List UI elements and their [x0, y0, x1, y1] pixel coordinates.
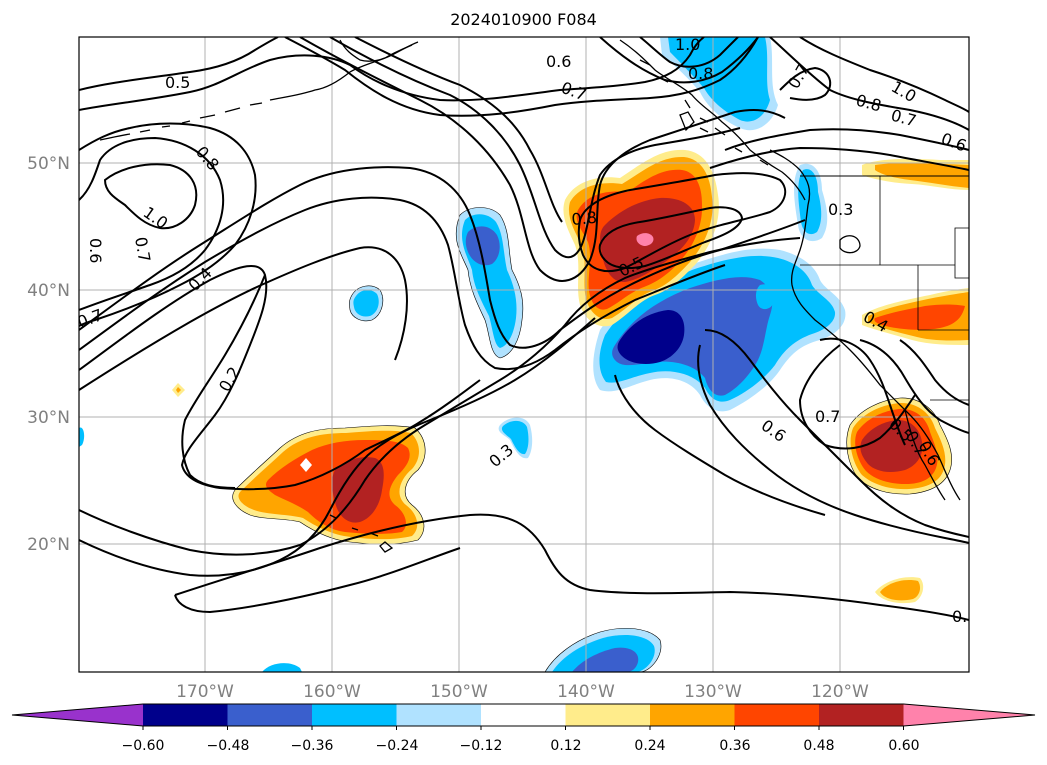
colorbar-tick-label: 0.12 — [550, 738, 581, 754]
contour-label: 0.8 — [571, 208, 598, 229]
map-area — [79, 37, 969, 672]
contour-label: 0.6 — [86, 238, 105, 263]
lat-label-40n: 40°N — [27, 281, 70, 301]
contour-label: 0.8 — [688, 64, 713, 83]
contour-lines — [79, 37, 969, 621]
positive-anomaly-shading — [172, 149, 969, 604]
colorbar-ticks: −0.60 −0.48 −0.36 −0.24 −0.12 0.12 0.24 … — [122, 738, 920, 754]
colorbar-swatch — [312, 704, 397, 726]
map-frame — [78, 36, 970, 673]
colorbar-extend-max — [903, 704, 1035, 726]
colorbar-extend-min — [12, 704, 143, 726]
lon-label-140w: 140°W — [557, 682, 615, 702]
map-content: 0.5 0.6 0.7 1.0 0.8 0.7 1.0 0.8 0.7 0.6 … — [79, 35, 969, 672]
colorbar-tick-label: −0.12 — [460, 738, 503, 754]
colorbar-tick-label: −0.24 — [376, 738, 419, 754]
lon-label-170w: 170°W — [176, 682, 234, 702]
colorbar-tick-label: 0.48 — [803, 738, 834, 754]
contour-label: 0.5 — [165, 73, 190, 92]
colorbar-swatch — [734, 704, 820, 726]
lon-label-130w: 130°W — [684, 682, 742, 702]
colorbar-swatch — [565, 704, 651, 726]
colorbar-swatch — [143, 704, 228, 726]
contour-label: 0.7 — [815, 407, 840, 426]
colorbar-swatch — [650, 704, 735, 726]
colorbar — [11, 703, 1036, 730]
colorbar-swatch — [481, 704, 566, 726]
latitude-labels: 50°N 40°N 30°N 20°N — [27, 154, 70, 555]
colorbar-tick-label: 0.36 — [719, 738, 750, 754]
contour-label: 0.6 — [546, 52, 571, 71]
colorbar-tick-label: −0.60 — [122, 738, 165, 754]
lon-label-120w: 120°W — [811, 682, 869, 702]
lat-label-30n: 30°N — [27, 408, 70, 428]
lat-label-50n: 50°N — [27, 154, 70, 174]
lon-label-160w: 160°W — [303, 682, 361, 702]
colorbar-swatch — [819, 704, 904, 726]
colorbar-swatch — [227, 704, 313, 726]
colorbar-tick-label: −0.48 — [207, 738, 250, 754]
coastlines — [99, 39, 969, 553]
colorbar-swatch — [396, 704, 482, 726]
colorbar-tick-label: −0.36 — [291, 738, 334, 754]
colorbar-tick-label: 0.60 — [888, 738, 919, 754]
lat-label-20n: 20°N — [27, 535, 70, 555]
contour-label: 0.3 — [828, 200, 853, 219]
graticule — [79, 37, 969, 672]
longitude-labels: 170°W 160°W 150°W 140°W 130°W 120°W — [176, 682, 869, 702]
map-title: 2024010900 F084 — [450, 10, 597, 29]
colorbar-tick-label: 0.24 — [634, 738, 665, 754]
lon-label-150w: 150°W — [430, 682, 488, 702]
contour-label: 0.7 — [131, 235, 154, 263]
contour-label: 0. — [952, 607, 967, 626]
shading-outlines — [232, 207, 952, 672]
contour-label: 1.0 — [675, 35, 700, 54]
